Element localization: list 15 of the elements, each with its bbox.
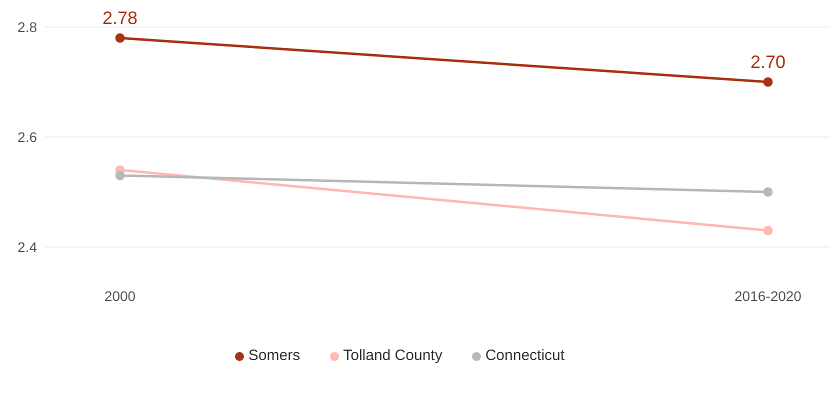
y-tick-label: 2.6 [18, 128, 38, 145]
legend-label: Tolland County [343, 347, 442, 364]
point [763, 187, 773, 197]
point [115, 170, 125, 180]
x-tick-label: 2016-2020 [734, 288, 802, 304]
legend-label: Somers [248, 347, 300, 364]
y-tick-label: 2.8 [18, 18, 38, 35]
point [763, 226, 773, 236]
x-tick-label: 2000 [104, 288, 136, 304]
point [115, 33, 125, 43]
data-label: 2.70 [750, 52, 786, 72]
point [763, 77, 773, 87]
data-label: 2.78 [102, 8, 138, 28]
legend-label: Connecticut [485, 347, 565, 364]
y-tick-label: 2.4 [18, 238, 38, 255]
